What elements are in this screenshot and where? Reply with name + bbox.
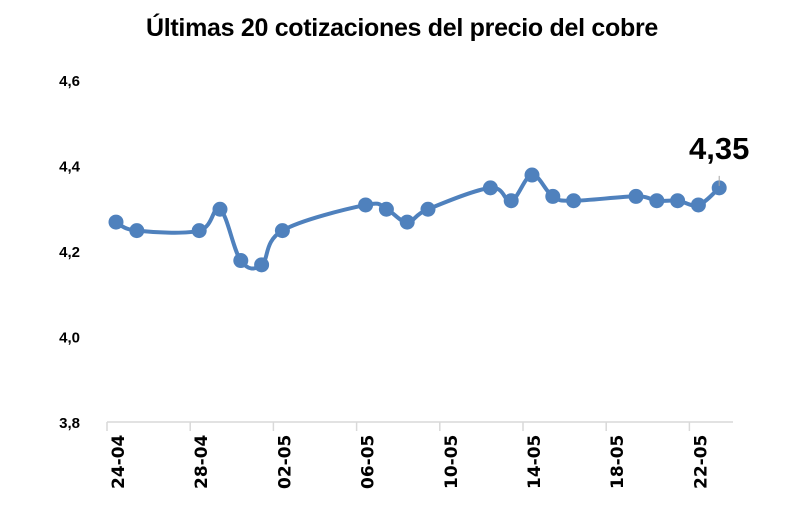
data-point-marker	[628, 188, 644, 204]
x-tick-label: 02-05	[275, 435, 295, 489]
x-tick-label: 10-05	[442, 435, 462, 489]
data-point-marker	[482, 180, 498, 196]
data-point-marker	[191, 223, 207, 239]
chart-title: Últimas 20 cotizaciones del precio del c…	[146, 14, 658, 42]
data-point-marker	[503, 193, 519, 209]
data-point-marker	[690, 197, 706, 213]
x-tick-label: 24-04	[109, 434, 129, 489]
y-tick-label: 4,0	[59, 330, 80, 347]
data-point-marker	[649, 193, 665, 209]
x-tick-label: 22-05	[691, 435, 711, 489]
data-point-marker	[420, 201, 436, 217]
data-point-marker	[212, 201, 228, 217]
y-tick-label: 4,6	[59, 73, 80, 90]
x-tick-label: 06-05	[359, 435, 379, 489]
data-point-marker	[254, 257, 270, 273]
last-value-callout: 4,35	[689, 131, 749, 186]
last-value-label: 4,35	[689, 131, 749, 166]
data-point-marker	[378, 201, 394, 217]
x-tick-label: 18-05	[608, 435, 628, 489]
data-point-marker	[566, 193, 582, 209]
data-point-marker	[108, 214, 124, 230]
data-point-marker	[545, 188, 561, 204]
y-tick-label: 4,4	[59, 159, 81, 176]
data-point-marker	[129, 223, 145, 239]
x-tick-label: 28-04	[192, 434, 212, 489]
y-tick-label: 4,2	[59, 244, 80, 261]
x-axis: 24-04 28-04 02-05 06-05 10-05 14-05 18-05 22-05	[106, 421, 733, 489]
series-line	[115, 173, 721, 271]
y-axis: 3,8 4,0 4,2 4,4 4,6	[59, 73, 81, 432]
price-series	[108, 167, 727, 273]
y-tick-label: 3,8	[59, 415, 80, 432]
data-point-marker	[711, 180, 727, 196]
data-point-marker	[274, 223, 290, 239]
data-point-marker	[233, 253, 249, 269]
data-point-marker	[524, 167, 540, 183]
data-point-marker	[399, 214, 415, 230]
data-point-marker	[670, 193, 686, 209]
x-tick-label: 14-05	[525, 435, 545, 489]
data-point-marker	[358, 197, 374, 213]
